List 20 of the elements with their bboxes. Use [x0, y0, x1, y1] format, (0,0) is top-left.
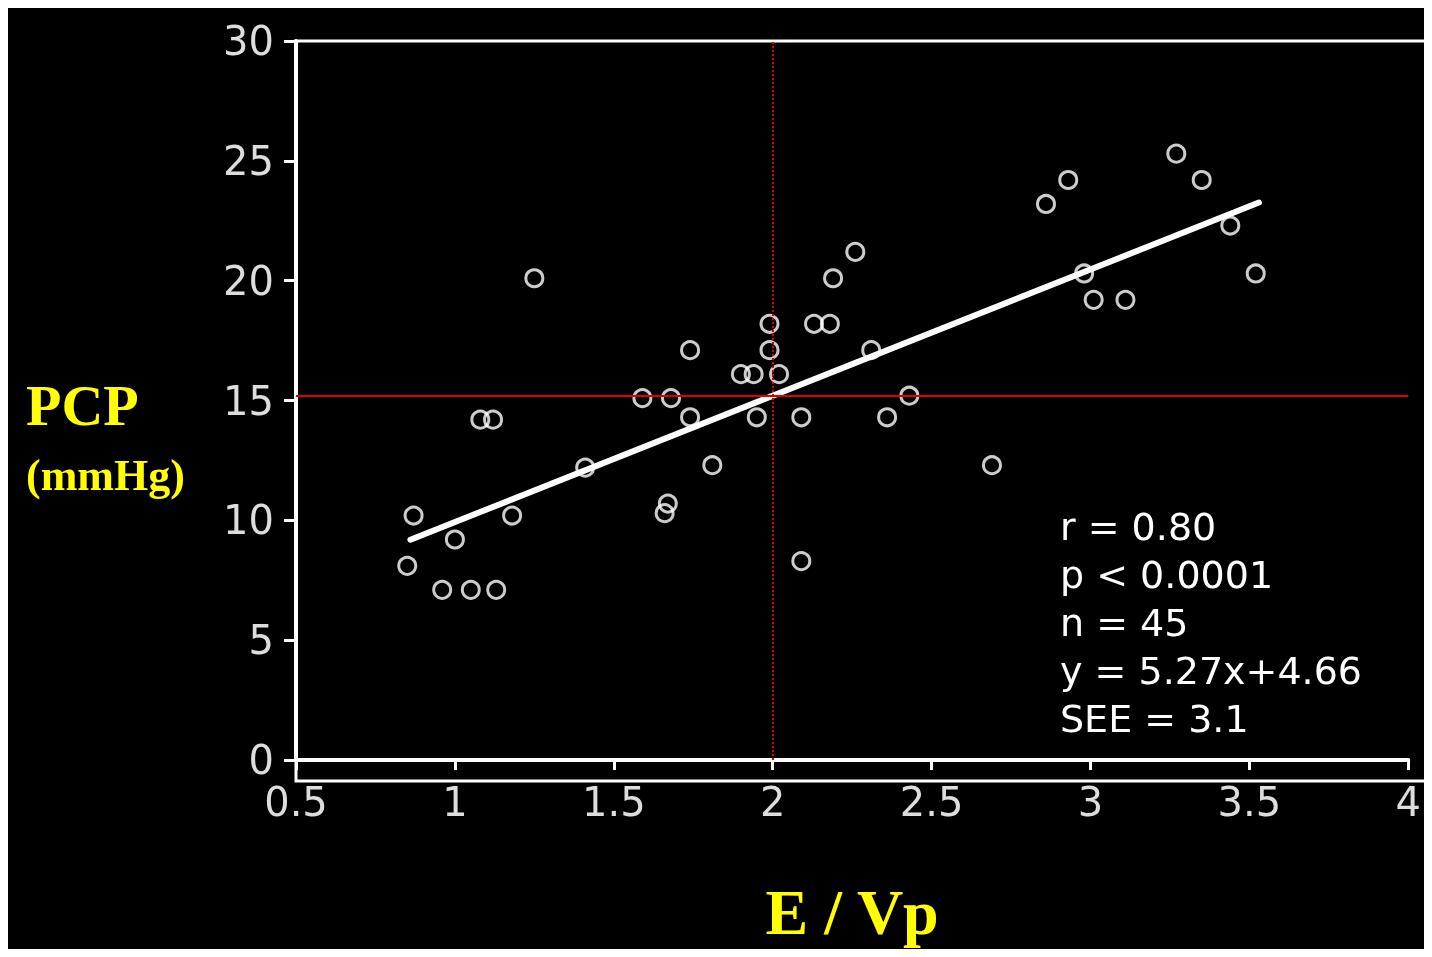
x-tick-label: 2.5 — [899, 779, 964, 825]
y-tick-label: 10 — [223, 497, 274, 544]
y-tick-label: 30 — [223, 18, 274, 64]
annotation: n = 45 — [1060, 601, 1189, 645]
y-tick-label: 25 — [223, 137, 274, 184]
y-tick-label: 15 — [223, 377, 274, 424]
x-tick-label: 1.5 — [581, 779, 646, 825]
x-tick-label: 3.5 — [1217, 779, 1282, 825]
annotation: y = 5.27x+4.66 — [1060, 649, 1363, 693]
y-axis-title: PCP (mmHg) — [26, 372, 185, 500]
x-tick-label: 1 — [442, 779, 468, 825]
annotation: p < 0.0001 — [1060, 553, 1274, 597]
x-tick-label: 3 — [1077, 779, 1104, 825]
y-tick-label: 20 — [223, 257, 274, 304]
x-axis-title: E / Vp — [765, 876, 939, 948]
annotation: r = 0.80 — [1060, 505, 1217, 549]
x-tick-label: 4 — [1395, 779, 1421, 825]
annotation: SEE = 3.1 — [1060, 697, 1249, 741]
y-tick-label: 5 — [248, 617, 274, 664]
x-tick-label: 2 — [759, 779, 786, 825]
